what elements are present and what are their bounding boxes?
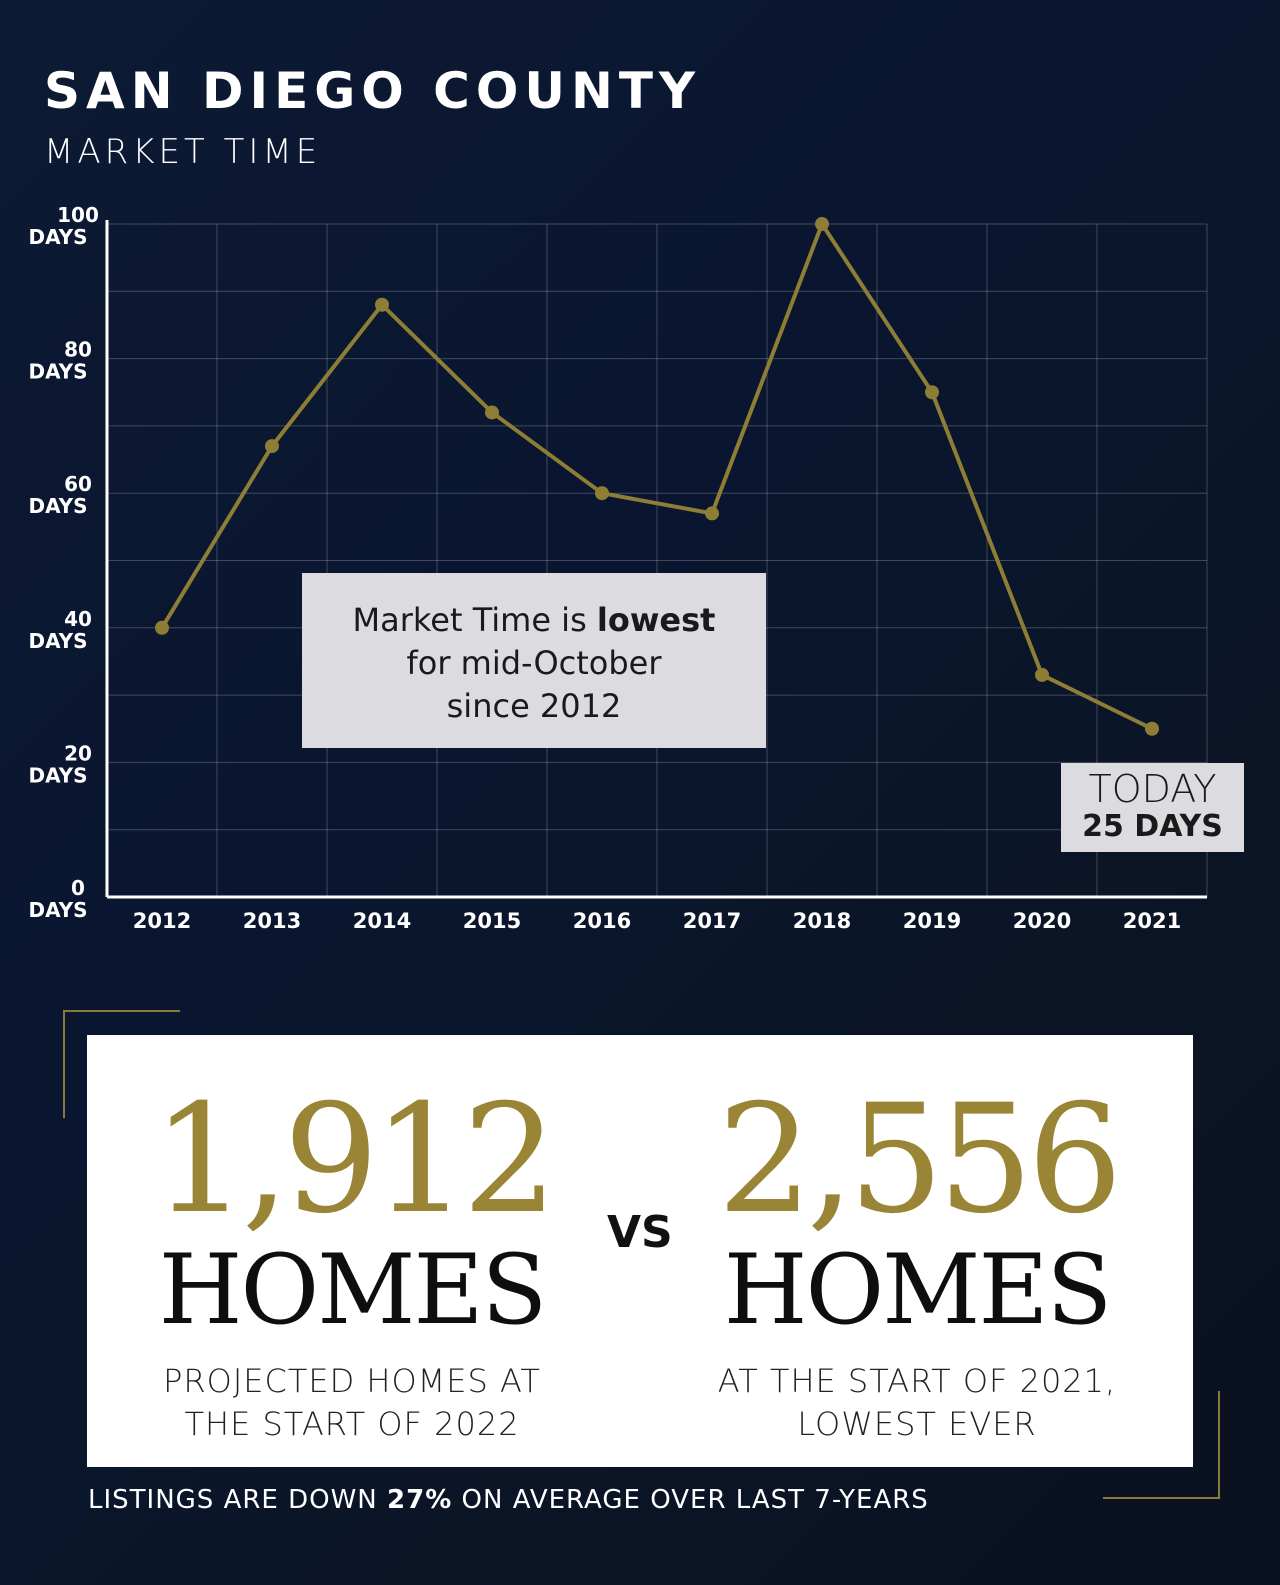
page-subtitle: MARKET TIME xyxy=(44,132,322,172)
page-title: SAN DIEGO COUNTY xyxy=(44,62,702,120)
y-tick-unit: DAYS xyxy=(28,763,87,787)
y-tick-value: 100 xyxy=(57,203,99,227)
stat-unit: HOMES xyxy=(723,1234,1113,1346)
stat-number: 1,912 xyxy=(152,1073,557,1247)
decorative-bracket-bottom-right xyxy=(1103,1391,1220,1499)
inventory-comparison-panel: 1,912 HOMES PROJECTED HOMES AT THE START… xyxy=(87,1035,1193,1467)
x-tick-label: 2012 xyxy=(133,909,191,930)
chart-grid xyxy=(107,223,1208,897)
stat-description-line-1: PROJECTED HOMES AT xyxy=(163,1362,541,1400)
footer-percent: 27% xyxy=(387,1485,453,1515)
today-label: TODAY xyxy=(1088,767,1217,811)
series-points xyxy=(155,217,1159,736)
decorative-bracket-top-left xyxy=(63,1010,180,1118)
chart-axes xyxy=(105,220,1207,899)
x-tick-label: 2013 xyxy=(243,909,301,930)
y-tick-unit: DAYS xyxy=(28,629,87,653)
y-tick-value: 0 xyxy=(71,876,85,900)
x-tick-label: 2017 xyxy=(683,909,741,930)
y-tick-unit: DAYS xyxy=(28,494,87,518)
stat-description-line-2: LOWEST EVER xyxy=(797,1405,1037,1443)
series-line xyxy=(160,222,1153,731)
x-tick-label: 2014 xyxy=(353,909,411,930)
today-badge: TODAY 25 DAYS xyxy=(1061,763,1244,852)
footer-prefix: LISTINGS ARE DOWN xyxy=(88,1485,388,1515)
data-point xyxy=(705,506,719,521)
x-tick-label: 2019 xyxy=(903,909,961,930)
callout-text-bold: lowest xyxy=(596,601,716,639)
y-tick-unit: DAYS xyxy=(28,360,87,384)
y-tick-unit: DAYS xyxy=(28,225,87,249)
x-tick-label: 2021 xyxy=(1123,909,1181,930)
stat-description: PROJECTED HOMES AT THE START OF 2022 xyxy=(102,1360,602,1446)
x-tick-label: 2015 xyxy=(463,909,521,930)
data-point xyxy=(1145,721,1159,736)
callout-text-prefix: Market Time is xyxy=(352,601,597,639)
data-point xyxy=(1035,667,1049,682)
x-tick-label: 2020 xyxy=(1013,909,1071,930)
data-point xyxy=(265,439,279,454)
callout-line-2: for mid-October xyxy=(406,644,662,682)
data-point xyxy=(485,405,499,420)
footer-note: LISTINGS ARE DOWN 27% ON AVERAGE OVER LA… xyxy=(88,1485,929,1515)
stat-description-line-1: AT THE START OF 2021, xyxy=(717,1362,1117,1400)
vs-label: VS xyxy=(607,1207,673,1258)
today-value: 25 DAYS xyxy=(1082,809,1223,844)
data-point xyxy=(595,486,609,501)
market-time-callout: Market Time is lowest for mid-October si… xyxy=(302,573,766,748)
x-axis-labels: 2012 2013 2014 2015 2016 2017 2018 2019 2020 2021 xyxy=(133,909,1181,930)
y-tick-value: 80 xyxy=(64,338,92,362)
stat-unit: HOMES xyxy=(158,1234,548,1346)
stat-number: 2,556 xyxy=(717,1073,1122,1247)
stat-description: AT THE START OF 2021, LOWEST EVER xyxy=(667,1360,1167,1446)
x-tick-label: 2016 xyxy=(573,909,631,930)
y-tick-unit: DAYS xyxy=(28,898,87,922)
stat-start-2021: 2,556 HOMES AT THE START OF 2021, LOWEST… xyxy=(667,1035,1167,1446)
y-tick-value: 40 xyxy=(64,607,92,631)
series-line-path xyxy=(160,222,1153,731)
x-tick-label: 2018 xyxy=(793,909,851,930)
data-point xyxy=(375,297,389,312)
y-tick-value: 60 xyxy=(64,472,92,496)
y-tick-value: 20 xyxy=(64,741,92,765)
stat-projected-2022: 1,912 HOMES PROJECTED HOMES AT THE START… xyxy=(102,1035,602,1446)
footer-suffix: ON AVERAGE OVER LAST 7-YEARS xyxy=(452,1485,929,1515)
data-point xyxy=(925,385,939,400)
stat-description-line-2: THE START OF 2022 xyxy=(184,1405,520,1443)
data-point xyxy=(155,620,169,635)
data-point xyxy=(815,217,829,231)
callout-line-3: since 2012 xyxy=(446,687,622,725)
